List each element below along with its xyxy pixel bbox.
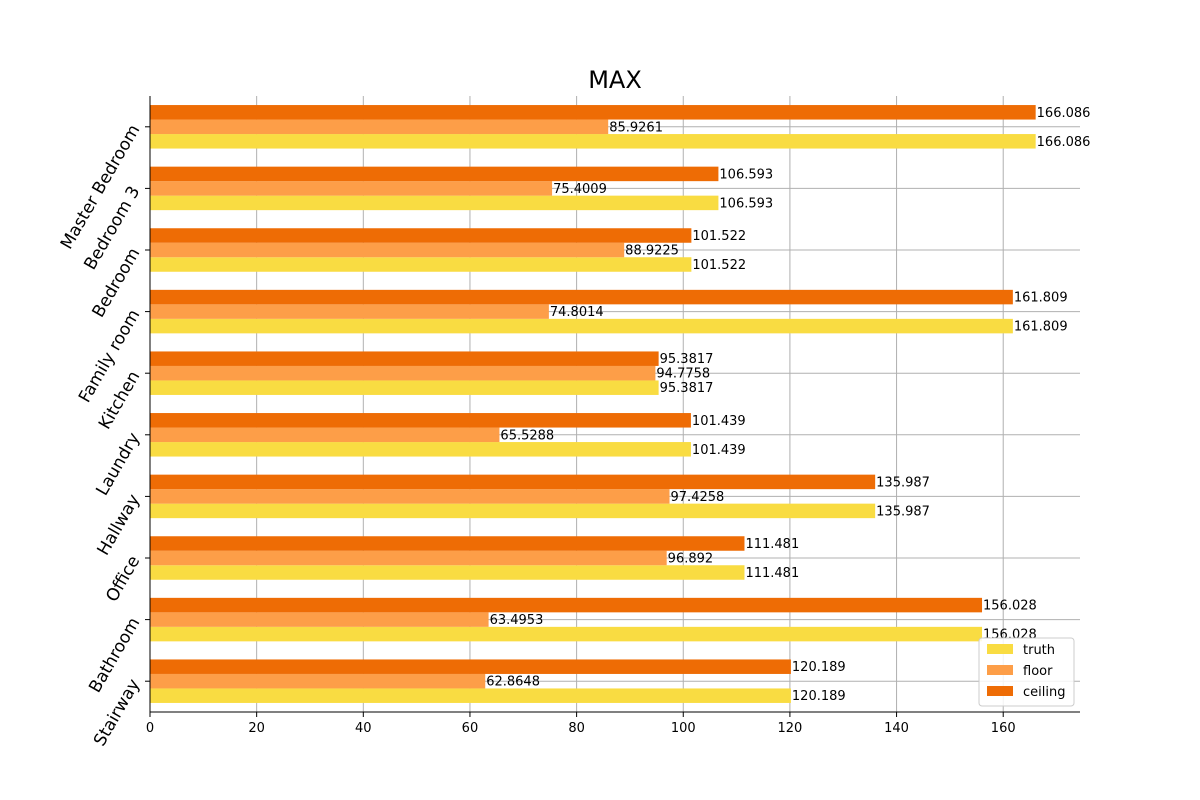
legend-swatch-truth: [987, 644, 1013, 654]
bars: 166.086 85.9261 166.086 106.593 75.4009 106.5…: [150, 105, 1090, 704]
data-label: 62.8648: [486, 675, 540, 690]
x-tick-label: 120: [777, 721, 802, 736]
x-tick-label: 140: [884, 721, 909, 736]
data-label: 106.593: [719, 167, 773, 182]
data-label: 166.086: [1037, 106, 1091, 121]
data-label: 101.439: [692, 443, 746, 458]
bar-floor: [150, 489, 670, 504]
bar-ceiling: [150, 351, 659, 366]
data-label: 101.439: [692, 414, 746, 429]
data-label: 166.086: [1037, 135, 1091, 150]
x-tick-label: 20: [248, 721, 265, 736]
bar-truth: [150, 503, 876, 519]
bar-floor: [150, 612, 489, 627]
x-tick-label: 80: [568, 721, 585, 736]
legend: truth floor ceiling: [978, 637, 1075, 707]
data-label: 161.809: [1014, 320, 1068, 335]
bar-truth: [150, 318, 1013, 334]
bar-floor: [150, 673, 486, 689]
data-label: 161.809: [1014, 291, 1068, 306]
bar-ceiling: [150, 228, 692, 243]
legend-swatch-ceiling: [987, 686, 1013, 696]
data-label: 101.522: [692, 229, 746, 244]
data-label: 63.4953: [490, 613, 544, 628]
bar-truth: [150, 380, 659, 395]
data-label: 88.9225: [625, 244, 679, 259]
bar-ceiling: [150, 166, 719, 182]
data-label: 95.3817: [660, 381, 714, 396]
data-label: 120.189: [792, 689, 846, 704]
x-tick-label: 60: [462, 721, 479, 736]
bar-floor: [150, 181, 553, 196]
data-label: 97.4258: [671, 490, 725, 505]
x-tick-label: 0: [146, 721, 154, 736]
data-label: 101.522: [692, 258, 746, 273]
bar-floor: [150, 242, 625, 258]
data-label: 74.8014: [550, 305, 604, 320]
data-label: 135.987: [876, 475, 930, 490]
data-label: 85.9261: [609, 120, 663, 135]
data-label: 106.593: [719, 196, 773, 211]
data-label: 75.4009: [553, 182, 607, 197]
bar-floor: [150, 550, 667, 566]
data-label: 120.189: [792, 660, 846, 675]
bar-truth: [150, 688, 791, 703]
bar-ceiling: [150, 105, 1036, 120]
bar-truth: [150, 626, 983, 642]
data-label: 111.481: [745, 537, 799, 552]
category-label: Office: [102, 553, 144, 606]
bar-ceiling: [150, 597, 983, 613]
category-label: Laundry: [92, 429, 144, 499]
bar-floor: [150, 304, 549, 319]
legend-label-floor: floor: [1023, 664, 1053, 679]
category-label: Hallway: [93, 491, 144, 559]
bar-floor: [150, 427, 500, 443]
data-label: 94.7758: [656, 367, 710, 382]
bar-floor: [150, 365, 656, 381]
data-label: 135.987: [876, 504, 930, 519]
bar-truth: [150, 565, 745, 580]
data-label: 156.028: [983, 599, 1037, 614]
bar-truth: [150, 195, 719, 211]
bar-ceiling: [150, 413, 691, 428]
data-label: 96.892: [668, 552, 714, 567]
legend-label-ceiling: ceiling: [1023, 685, 1065, 700]
chart-title: MAX: [588, 66, 642, 94]
legend-swatch-floor: [987, 665, 1013, 675]
legend-label-truth: truth: [1023, 643, 1055, 658]
bar-floor: [150, 119, 609, 135]
bar-ceiling: [150, 536, 745, 551]
bar-ceiling: [150, 289, 1013, 305]
bar-ceiling: [150, 659, 791, 674]
bar-truth: [150, 134, 1036, 149]
bar-truth: [150, 257, 692, 272]
bar-truth: [150, 442, 691, 457]
data-label: 95.3817: [660, 352, 714, 367]
bar-ceiling: [150, 474, 876, 490]
x-tick-label: 40: [355, 721, 372, 736]
x-tick-label: 160: [991, 721, 1016, 736]
data-label: 111.481: [745, 566, 799, 581]
data-label: 65.5288: [500, 428, 554, 443]
x-tick-label: 100: [671, 721, 696, 736]
